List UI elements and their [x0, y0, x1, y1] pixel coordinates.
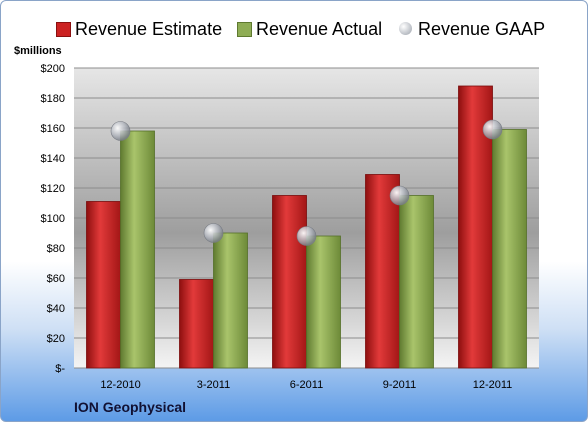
y-tick-label-2: $40	[47, 303, 65, 315]
y-tick-label-7: $140	[41, 153, 65, 165]
y-tick-label-10: $200	[41, 63, 65, 75]
point-revenue-gaap-4	[482, 119, 503, 140]
legend-swatch-revenue-estimate	[56, 22, 71, 37]
y-axis-ticks: $- $20 $40 $60 $80 $100 $120 $140 $160 $180 $200	[41, 63, 66, 375]
legend-label-revenue-gaap: Revenue GAAP	[418, 19, 546, 39]
y-tick-label-9: $180	[41, 93, 65, 105]
point-revenue-gaap-3	[389, 185, 410, 206]
legend-swatch-revenue-gaap	[399, 22, 412, 35]
y-tick-label-0: $-	[55, 363, 65, 375]
x-tick-label-0: 12-2010	[100, 379, 140, 391]
y-axis-unit-label: $millions	[14, 45, 62, 57]
gaap-points	[110, 119, 503, 246]
y-tick-label-1: $20	[47, 333, 65, 345]
legend: Revenue Estimate Revenue Actual Revenue …	[1, 17, 587, 41]
point-revenue-gaap-1	[203, 223, 224, 243]
bar-revenue-actual-4	[492, 129, 527, 369]
chart-title: ION Geophysical	[74, 399, 187, 415]
bar-revenue-actual-2	[306, 235, 341, 369]
x-tick-label-3: 9-2011	[383, 379, 416, 391]
x-tick-label-1: 3-2011	[197, 379, 230, 391]
bar-revenue-estimate-3	[365, 174, 400, 369]
x-tick-label-4: 12-2011	[473, 379, 513, 391]
bar-revenue-estimate-2	[272, 195, 307, 369]
legend-label-revenue-estimate: Revenue Estimate	[75, 19, 223, 39]
bar-revenue-actual-3	[399, 195, 434, 369]
bar-revenue-estimate-1	[179, 279, 214, 369]
bar-revenue-actual-1	[213, 232, 248, 369]
x-axis-ticks: 12-2010 3-2011 6-2011 9-2011 12-2011	[100, 379, 512, 391]
y-tick-label-5: $100	[41, 213, 65, 225]
y-tick-label-4: $80	[47, 243, 65, 255]
y-tick-label-6: $120	[41, 183, 65, 195]
x-tick-label-2: 6-2011	[290, 379, 323, 391]
y-tick-label-8: $160	[41, 123, 65, 135]
legend-swatch-revenue-actual	[237, 22, 252, 37]
bars	[86, 85, 527, 369]
bar-revenue-estimate-0	[86, 201, 121, 369]
point-revenue-gaap-2	[296, 226, 317, 246]
point-revenue-gaap-0	[110, 121, 131, 141]
y-tick-label-3: $60	[47, 273, 65, 285]
legend-label-revenue-actual: Revenue Actual	[256, 19, 383, 39]
bar-revenue-actual-0	[120, 130, 155, 369]
